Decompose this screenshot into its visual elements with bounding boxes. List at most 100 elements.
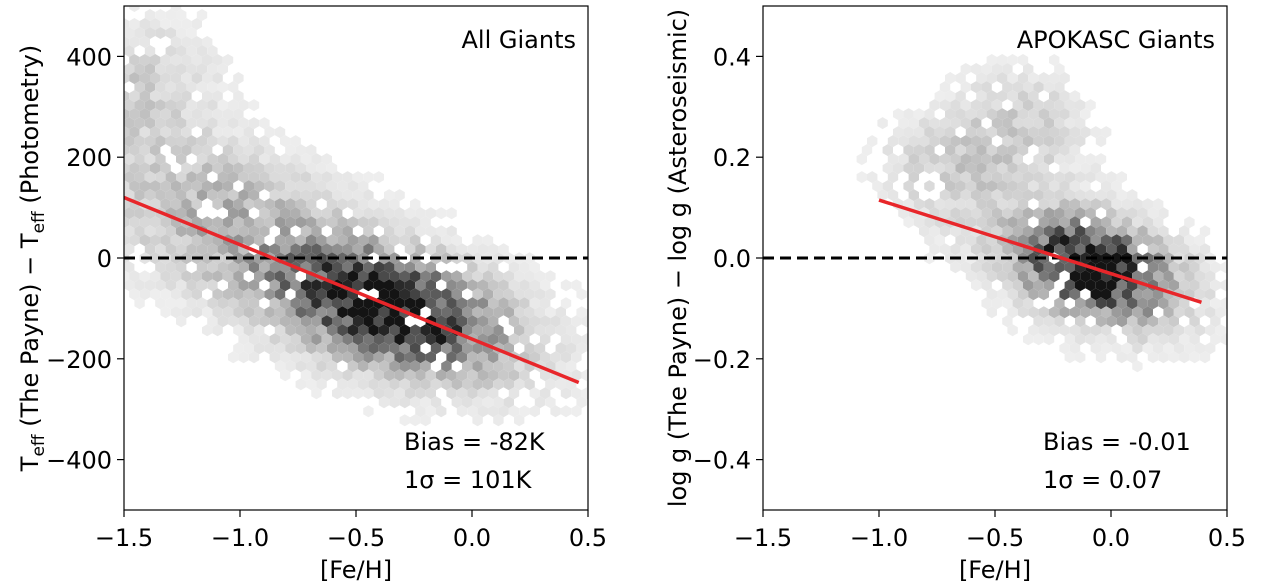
- hexbin-cell: [139, 54, 150, 66]
- hexbin-cell: [1080, 108, 1091, 121]
- hexbin-cell: [363, 207, 374, 220]
- hexbin-cell: [337, 180, 348, 193]
- hexbin-cell: [150, 180, 161, 193]
- hexbin-cell: [1075, 297, 1086, 310]
- hexbin-cell: [1199, 279, 1211, 292]
- hexbin-cell: [1132, 324, 1143, 337]
- hexbin-cell: [467, 261, 478, 274]
- hexbin-cell: [1069, 234, 1081, 247]
- hexbin-cell: [1054, 153, 1065, 166]
- hexbin-cell: [170, 288, 182, 301]
- hexbin-cell: [316, 180, 327, 193]
- hexbin-cell: [893, 162, 904, 175]
- hexbin-cell: [191, 180, 202, 193]
- hexbin-cell: [1007, 288, 1018, 301]
- x-tick-label: 0.5: [569, 524, 607, 552]
- hexbin-cell: [908, 171, 919, 184]
- hexbin-cell: [399, 216, 410, 229]
- hexbin-cell: [321, 351, 332, 364]
- hexbin-cell: [1038, 216, 1049, 229]
- hexbin-cell: [378, 234, 390, 247]
- hexbin-cell: [950, 261, 961, 274]
- hexbin-cell: [1121, 342, 1133, 355]
- hexbin-cell: [212, 324, 223, 337]
- hexbin-cell: [571, 315, 582, 328]
- hexbin-cell: [1012, 153, 1023, 166]
- hexbin-cell: [898, 135, 909, 148]
- hexbin-cell: [1064, 135, 1075, 148]
- hexbin-cell: [971, 81, 982, 94]
- hexbin-cell: [269, 171, 280, 184]
- hexbin-cell: [176, 297, 187, 310]
- hexbin-cell: [981, 99, 992, 112]
- hexbin-cell: [384, 189, 395, 202]
- hexbin-cell: [1054, 261, 1065, 274]
- hexbin-cell: [514, 270, 525, 283]
- hexbin-cell: [415, 279, 426, 292]
- hexbin-cell: [441, 270, 452, 283]
- hexbin-cell: [1101, 324, 1112, 337]
- hexbin-cell: [114, 261, 124, 273]
- hexbin-cell: [1095, 279, 1107, 292]
- hexbin-cell: [1007, 306, 1018, 319]
- hexbin-cell: [924, 162, 935, 175]
- hexbin-cell: [196, 153, 208, 166]
- hexbin-cell: [924, 234, 935, 247]
- hexbin-cell: [1012, 279, 1023, 292]
- hexbin-cell: [129, 6, 140, 12]
- hexbin-cell: [1069, 270, 1081, 283]
- hexbin-cell: [519, 297, 530, 310]
- hexbin-cell: [950, 117, 961, 130]
- hexbin-cell: [514, 288, 525, 301]
- hexbin-cell: [1090, 216, 1101, 229]
- hexbin-cell: [1033, 279, 1044, 292]
- hexbin-cell: [415, 351, 426, 364]
- hexbin-cell: [202, 270, 213, 283]
- hexbin-cell: [477, 405, 488, 418]
- hexbin-cell: [960, 117, 971, 130]
- hexbin-cell: [228, 189, 239, 202]
- hexbin-cell: [196, 99, 208, 112]
- hexbin-cell: [488, 351, 499, 364]
- hexbin-cell: [1106, 189, 1117, 202]
- hexbin-cell: [186, 243, 197, 256]
- hexbin-cell: [451, 270, 462, 283]
- hexbin-cell: [1189, 333, 1200, 346]
- hexbin-cell: [404, 261, 416, 274]
- hexbin-cell: [1132, 198, 1143, 211]
- hexbin-cell: [410, 342, 421, 355]
- hexbin-cell: [238, 315, 249, 328]
- hexbin-cell: [352, 279, 364, 292]
- hexbin-cell: [342, 351, 353, 364]
- hexbin-cell: [1080, 234, 1091, 247]
- hexbin-cell: [124, 198, 130, 211]
- hexbin-cell: [1132, 216, 1143, 229]
- hexbin-cell: [300, 171, 312, 184]
- hexbin-cell: [160, 180, 171, 193]
- hexbin-cell: [352, 297, 364, 310]
- hexbin-cell: [1179, 351, 1190, 364]
- hexbin-cell: [1012, 207, 1023, 220]
- hexbin-cell: [165, 99, 176, 112]
- hexbin-cell: [352, 189, 364, 202]
- hexbin-cell: [170, 18, 182, 30]
- hexbin-cell: [165, 243, 176, 256]
- hexbin-cell: [243, 126, 254, 139]
- hexbin-cell: [378, 306, 390, 319]
- hexbin-cell: [1116, 315, 1127, 328]
- hexbin-cell: [1106, 243, 1117, 256]
- hexbin-cell: [160, 270, 171, 283]
- hexbin-cell: [1090, 126, 1101, 139]
- hexbin-cell: [228, 117, 239, 130]
- hexbin-cell: [108, 180, 118, 192]
- hexbin-cell: [139, 90, 150, 103]
- hexbin-cell: [176, 27, 187, 39]
- hexbin-cell: [976, 108, 987, 121]
- hexbin-cell: [939, 81, 951, 94]
- x-axis-label: [Fe/H]: [320, 556, 392, 584]
- hexbin-cell: [150, 126, 161, 139]
- hexbin-cell: [295, 360, 306, 373]
- hexbin-cell: [300, 369, 312, 382]
- hexbin-cell: [300, 243, 312, 256]
- hexbin-cell: [960, 153, 971, 166]
